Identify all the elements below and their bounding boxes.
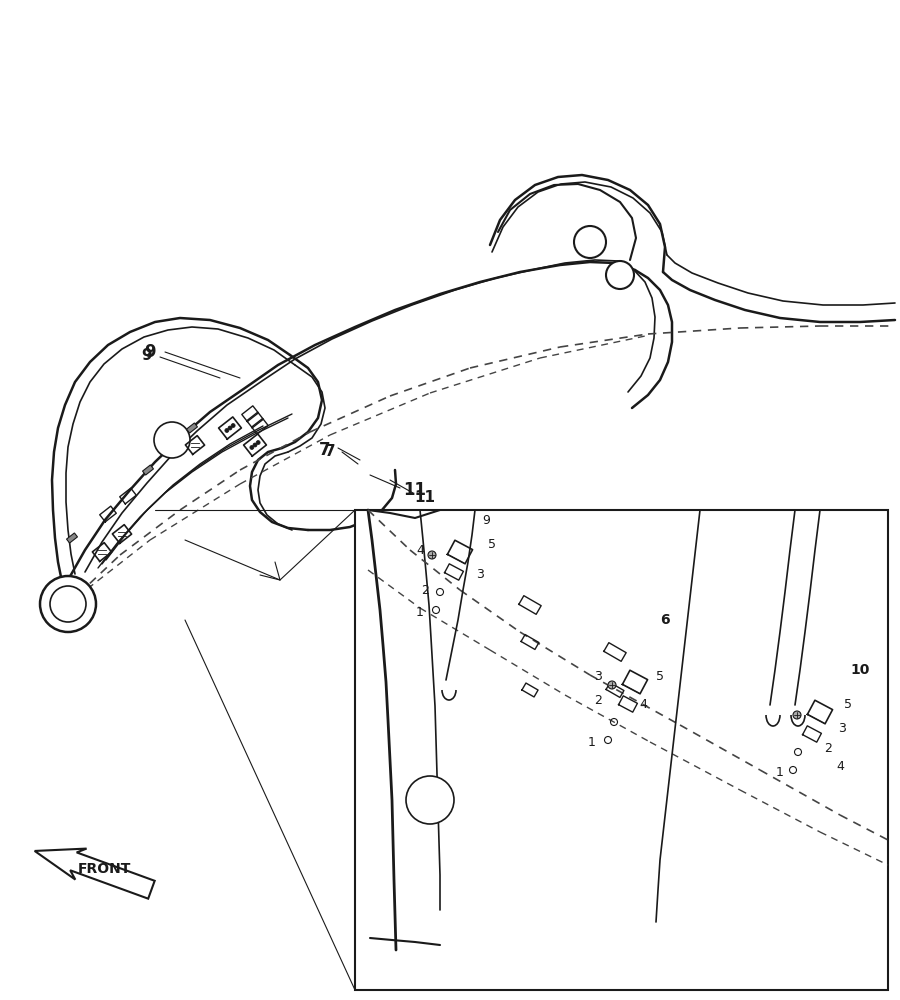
Polygon shape	[186, 423, 197, 433]
Circle shape	[793, 711, 801, 719]
Text: 1: 1	[416, 605, 424, 618]
Text: 3: 3	[838, 722, 846, 734]
Circle shape	[606, 261, 634, 289]
Text: 4: 4	[639, 698, 647, 712]
Text: 5: 5	[488, 538, 496, 552]
Text: 3: 3	[594, 670, 602, 682]
Text: 10: 10	[850, 663, 869, 677]
Text: 1: 1	[588, 736, 596, 748]
Circle shape	[256, 441, 260, 445]
Circle shape	[574, 226, 606, 258]
Polygon shape	[67, 533, 77, 543]
Text: 2: 2	[421, 584, 429, 596]
Circle shape	[428, 551, 436, 559]
Circle shape	[406, 776, 454, 824]
Text: 2: 2	[594, 694, 602, 706]
Circle shape	[225, 428, 229, 432]
Text: 1: 1	[776, 766, 784, 778]
Circle shape	[231, 424, 235, 428]
Text: 9: 9	[141, 348, 152, 362]
Text: 2: 2	[824, 742, 832, 754]
Text: 6: 6	[661, 613, 670, 627]
Bar	[355, 510, 888, 990]
Polygon shape	[142, 465, 154, 475]
Circle shape	[608, 681, 616, 689]
Circle shape	[253, 443, 257, 447]
Text: 7: 7	[325, 444, 336, 460]
Text: 11: 11	[415, 489, 436, 504]
Text: 11: 11	[403, 481, 427, 499]
Circle shape	[250, 445, 254, 449]
Text: 3: 3	[476, 568, 484, 582]
Circle shape	[40, 576, 96, 632]
Text: 5: 5	[844, 698, 852, 712]
Text: 7: 7	[320, 441, 331, 459]
Text: FRONT: FRONT	[77, 862, 130, 876]
Circle shape	[154, 422, 190, 458]
Text: 5: 5	[656, 670, 664, 682]
Polygon shape	[35, 849, 155, 899]
Text: 4: 4	[836, 760, 844, 774]
Text: 9: 9	[482, 514, 490, 526]
Text: 4: 4	[416, 544, 424, 556]
Text: 9: 9	[144, 343, 156, 361]
Circle shape	[228, 426, 232, 430]
